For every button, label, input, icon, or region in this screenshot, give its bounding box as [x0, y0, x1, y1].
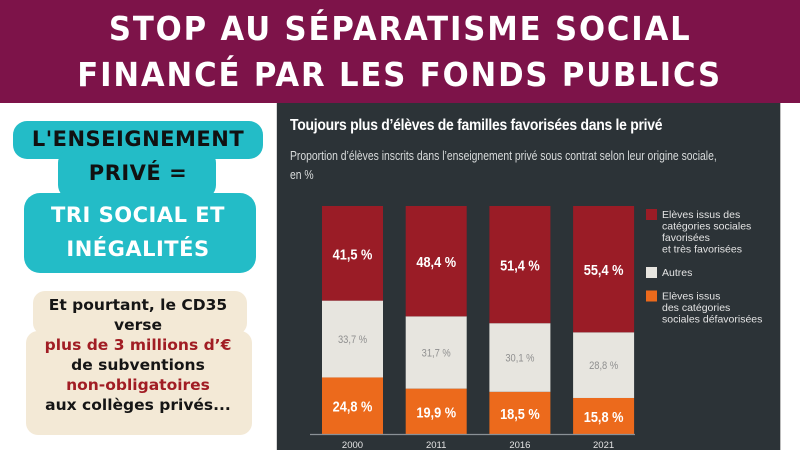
bar-segment-2011-1 [405, 316, 467, 389]
bar-segment-2011-0 [405, 388, 467, 434]
bar-segment-2011-2 [405, 206, 467, 317]
bar-segment-2021-2 [573, 206, 635, 333]
bar-segment-2021-1 [573, 332, 635, 398]
x-tick-label-2016: 2016 [509, 440, 530, 450]
callout-line-4: INÉGALITÉS [66, 237, 210, 261]
data-label-2016-1: 30,1 % [505, 353, 534, 365]
data-label-2011-1: 31,7 % [422, 348, 451, 360]
callout-shape-bottom [24, 193, 256, 273]
callout-line-1: L'ENSEIGNEMENT [31, 127, 245, 151]
chart-panel: Toujours plus d’élèves de familles favor… [276, 103, 780, 450]
legend-label-2-2: favorisées [662, 232, 710, 244]
note-line-5: non-obligatoires [66, 376, 210, 394]
bar-segment-2016-1 [489, 323, 551, 392]
legend-label-0-2: sociales défavorisées [662, 314, 762, 326]
legend-swatch-1 [646, 267, 657, 278]
note-line-4: de subventions [71, 356, 205, 374]
legend-label-0-0: Elèves issus [662, 291, 720, 303]
callout-line-3: TRI SOCIAL ET [51, 203, 225, 227]
legend-label-2-3: et très favorisées [662, 244, 742, 256]
bar-segment-2016-2 [489, 206, 551, 324]
left-panel: L'ENSEIGNEMENT PRIVÉ = TRI SOCIAL ET INÉ… [0, 103, 276, 450]
legend-label-1-0: Autres [662, 267, 692, 279]
chart-subtitle: Proportion d’élèves inscrits dans l’ense… [290, 149, 717, 182]
data-label-2000-0: 24,8 % [333, 398, 373, 415]
chart-title: Toujours plus d’élèves de familles favor… [290, 117, 663, 134]
note-shape-top [33, 291, 247, 335]
data-label-2016-2: 51,4 % [500, 257, 540, 274]
bar-segment-2000-0 [322, 377, 383, 434]
stacked-bar-chart: 24,8 % 33,7 % 41,5 % 2000 19,9 % 31,7 % 48,4 %… [310, 206, 762, 450]
note-line-1: Et pourtant, le CD35 [48, 296, 228, 314]
data-label-2021-1: 28,8 % [589, 361, 618, 373]
bar-segment-2021-0 [573, 397, 635, 434]
legend-label-0-1: des catégories [662, 302, 730, 314]
legend-swatch-2 [646, 209, 657, 220]
header-banner: STOP AU SÉPARATISME SOCIAL FINANCÉ PAR L… [0, 0, 800, 103]
x-tick-label-2021: 2021 [593, 440, 614, 450]
data-label-2011-0: 19,9 % [416, 403, 456, 420]
bar-segment-2016-0 [489, 391, 551, 434]
data-label-2011-2: 48,4 % [416, 253, 456, 270]
legend-swatch-0 [646, 290, 657, 302]
note-box: Et pourtant, le CD35 verse plus de 3 mil… [0, 283, 276, 450]
note-shape-bottom [26, 331, 252, 435]
callout-line-2: PRIVÉ = [88, 161, 188, 185]
banner-title-line-2: FINANCÉ PAR LES FONDS PUBLICS [77, 54, 723, 94]
data-label-2000-2: 41,5 % [333, 245, 373, 262]
data-label-2000-1: 33,7 % [338, 334, 367, 346]
x-tick-label-2000: 2000 [342, 440, 363, 450]
note-line-2: verse [114, 316, 162, 334]
bar-segment-2000-1 [322, 300, 383, 378]
banner-title-line-1: STOP AU SÉPARATISME SOCIAL [108, 8, 692, 48]
callout-box: L'ENSEIGNEMENT PRIVÉ = TRI SOCIAL ET INÉ… [0, 103, 276, 283]
note-line-3: plus de 3 millions d’€ [44, 336, 232, 354]
right-margin [780, 103, 800, 450]
bar-segment-2000-2 [322, 206, 383, 301]
data-label-2016-0: 18,5 % [500, 405, 540, 422]
legend-label-2-1: catégories sociales [662, 221, 751, 233]
note-line-6: aux collèges privés... [45, 396, 231, 414]
callout-shape-mid [58, 149, 216, 199]
data-label-2021-0: 15,8 % [584, 408, 624, 425]
x-tick-label-2011: 2011 [426, 440, 446, 450]
legend-label-2-0: Elèves issus des [662, 209, 740, 221]
data-label-2021-2: 55,4 % [584, 261, 624, 278]
